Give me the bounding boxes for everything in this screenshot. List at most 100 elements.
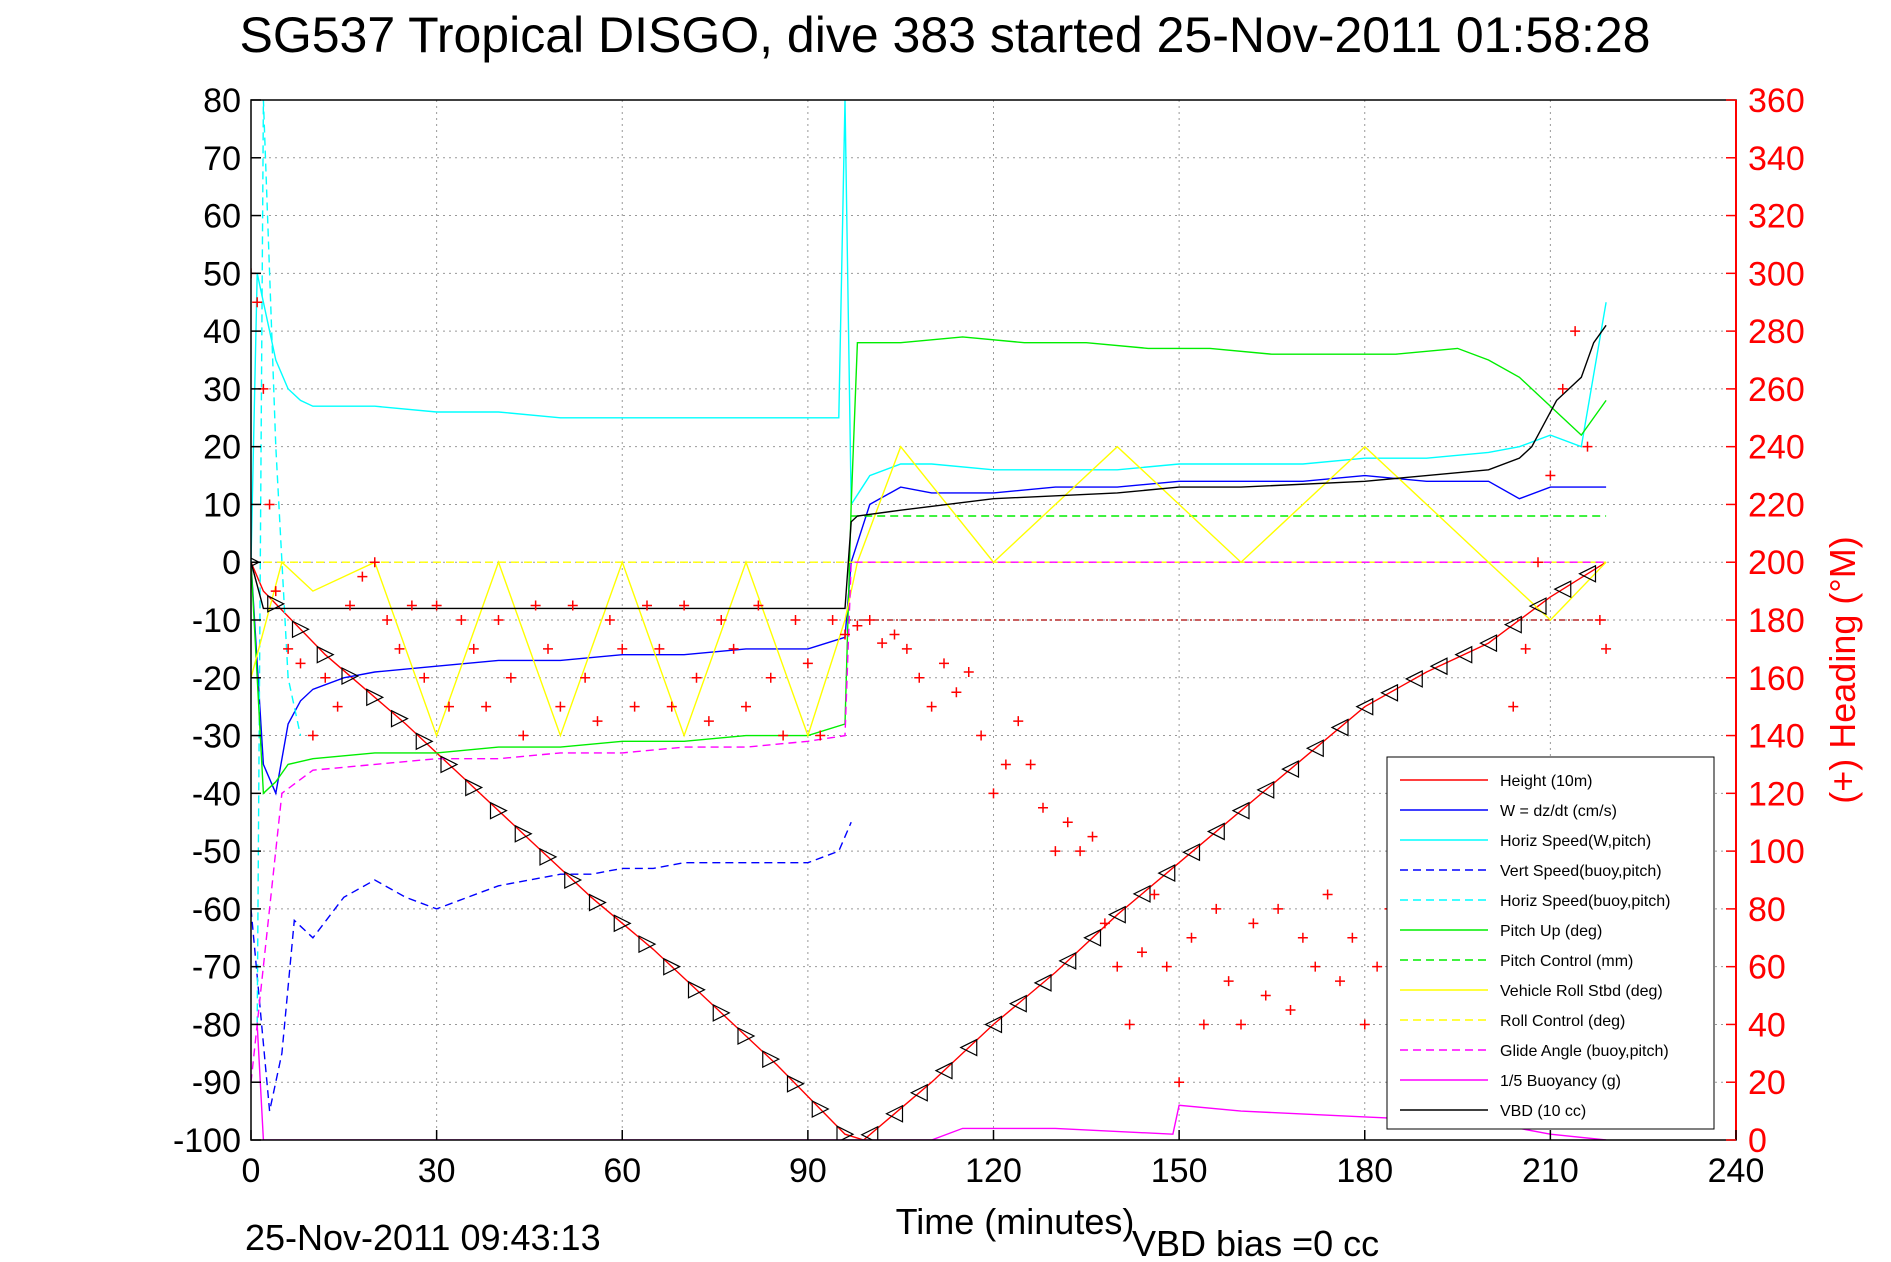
height-marker — [638, 935, 657, 954]
heading-point — [1087, 831, 1098, 842]
axes: 0 30 60 90 120 150 180 210 24080706050403020100-… — [173, 82, 1805, 1190]
height-marker — [465, 778, 484, 797]
x-tick-label: 60 — [603, 1152, 641, 1190]
legend-box — [1386, 756, 1715, 1130]
series-line-1 — [251, 474, 1607, 796]
heading-point — [617, 643, 628, 654]
heading-point — [320, 672, 331, 683]
height-marker — [1479, 634, 1498, 653]
heading-point — [1297, 932, 1308, 943]
heading-point — [1248, 918, 1259, 929]
height-marker — [1033, 973, 1052, 992]
height-marker — [1008, 994, 1027, 1013]
series-line-2 — [251, 100, 1607, 563]
y2-tick-label: 320 — [1748, 198, 1805, 236]
height-marker — [539, 847, 558, 866]
height-marker — [267, 594, 286, 613]
heading-point — [1557, 383, 1568, 394]
heading-point — [815, 730, 826, 741]
height-marker — [687, 980, 706, 999]
heading-point — [703, 716, 714, 727]
height-marker — [1578, 564, 1597, 583]
heading-point — [505, 672, 516, 683]
heading-point — [827, 615, 838, 625]
heading-point — [654, 643, 665, 654]
legend-label-10: 1/5 Buoyancy (g) — [1500, 1073, 1621, 1090]
height-marker — [1528, 597, 1547, 616]
heading-point — [1601, 643, 1612, 654]
heading-point — [1322, 889, 1333, 900]
heading-point — [951, 687, 962, 698]
heading-point — [976, 730, 987, 741]
legend-label-0: Height (10m) — [1500, 773, 1592, 790]
heading-point — [790, 615, 801, 625]
heading-point — [1149, 889, 1160, 900]
height-marker — [440, 755, 459, 774]
heading-point — [629, 701, 640, 712]
y-tick-label: -30 — [192, 718, 241, 756]
heading-point — [852, 620, 863, 631]
height-marker — [737, 1027, 756, 1045]
series-line-4 — [256, 100, 302, 1025]
heading-point — [914, 672, 925, 683]
heading-point — [1062, 817, 1073, 828]
y-tick-label: -50 — [192, 833, 241, 871]
y-tick-label: 40 — [203, 313, 241, 351]
y2-tick-label: 80 — [1748, 891, 1786, 929]
heading-point — [1137, 947, 1147, 958]
heading-point — [939, 658, 949, 669]
legend-label-7: Vehicle Roll Stbd (deg) — [1500, 983, 1663, 1000]
height-marker — [489, 801, 508, 820]
series-line-9 — [251, 561, 1607, 1083]
height-marker — [366, 688, 385, 707]
heading-point — [1223, 976, 1234, 987]
legend-label-3: Vert Speed(buoy,pitch) — [1500, 863, 1662, 880]
y-tick-label: 50 — [203, 255, 241, 293]
y2-tick-label: 300 — [1748, 255, 1805, 293]
y2-tick-label: 100 — [1748, 833, 1805, 871]
height-marker — [1429, 657, 1448, 676]
heading-point — [283, 643, 294, 654]
height-marker — [1058, 951, 1077, 970]
heading-point — [877, 638, 888, 649]
heading-point — [1211, 903, 1222, 914]
heading-point — [1533, 557, 1543, 568]
heading-point — [988, 788, 999, 799]
height-marker — [1454, 645, 1473, 664]
heading-point — [1335, 976, 1345, 987]
heading-point — [1050, 846, 1061, 857]
heading-point — [1310, 961, 1321, 972]
heading-point — [307, 730, 318, 741]
heading-point — [1198, 1019, 1209, 1030]
y2-tick-label: 0 — [1748, 1122, 1767, 1160]
heading-point — [252, 297, 263, 308]
x-tick-label: 0 — [242, 1152, 261, 1190]
heading-point — [1038, 802, 1048, 813]
heading-point — [295, 658, 306, 669]
heading-point — [394, 643, 405, 654]
footer-timestamp: 25-Nov-2011 09:43:13 — [245, 1217, 601, 1258]
height-marker — [1083, 928, 1102, 947]
heading-point — [592, 716, 603, 727]
height-marker — [316, 645, 335, 664]
y2-tick-label: 240 — [1748, 429, 1805, 467]
heading-point — [1013, 716, 1024, 727]
height-marker — [1355, 697, 1374, 716]
heading-point — [345, 600, 355, 611]
height-marker — [390, 709, 409, 728]
heading-point — [1025, 759, 1036, 770]
heading-point — [481, 701, 492, 712]
height-marker — [860, 1125, 879, 1140]
height-marker — [934, 1061, 953, 1080]
y2-tick-label: 260 — [1748, 371, 1805, 409]
heading-point — [1508, 701, 1519, 712]
legend-label-11: VBD (10 cc) — [1500, 1103, 1586, 1120]
height-marker — [984, 1015, 1003, 1034]
y2-tick-label: 280 — [1748, 313, 1805, 351]
x-tick-label: 210 — [1522, 1152, 1579, 1190]
y2-tick-label: 340 — [1748, 140, 1805, 178]
heading-point — [456, 615, 467, 625]
footer-vbd-bias: VBD bias =0 cc — [1132, 1223, 1379, 1262]
height-marker — [1404, 669, 1423, 688]
